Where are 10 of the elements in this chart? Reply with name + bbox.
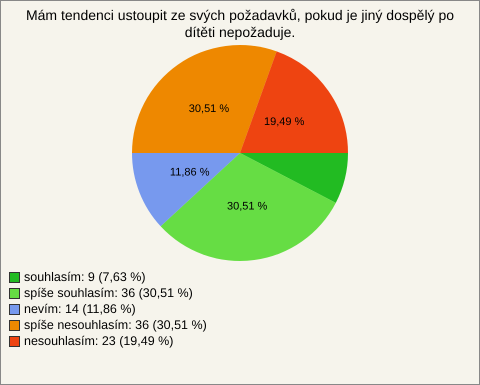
chart-title: Mám tendenci ustoupit ze svých požadavků, pokud je jiný dospělý po dítěti nepožaduje. bbox=[24, 6, 456, 41]
legend-label: spíše nesouhlasím: 36 (30,51 %) bbox=[24, 317, 207, 333]
data-label: 19,49 % bbox=[264, 116, 305, 128]
legend-label: souhlasím: 9 (7,63 %) bbox=[24, 269, 146, 285]
legend-label: nesouhlasím: 23 (19,49 %) bbox=[24, 333, 174, 349]
legend-label: spíše souhlasím: 36 (30,51 %) bbox=[24, 285, 193, 301]
data-label: 11,86 % bbox=[170, 166, 210, 179]
data-label: 30,51 % bbox=[188, 102, 230, 115]
data-label: 30,51 % bbox=[226, 200, 268, 213]
legend-label: nevím: 14 (11,86 %) bbox=[24, 301, 136, 317]
